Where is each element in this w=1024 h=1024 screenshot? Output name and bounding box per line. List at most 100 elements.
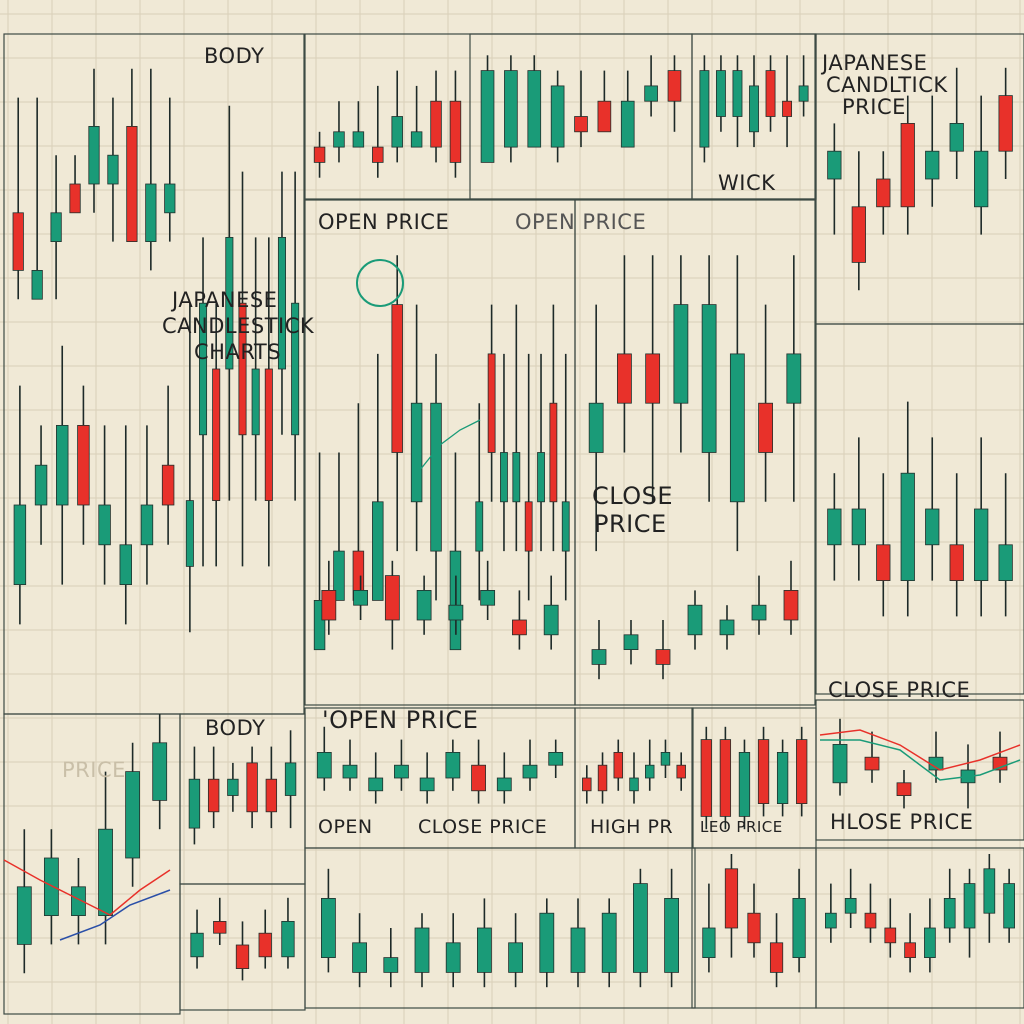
- candle-body: [827, 150, 842, 180]
- candle-body: [751, 604, 767, 621]
- panel-frame: [815, 699, 1024, 841]
- candle-body: [333, 550, 345, 601]
- panel-frame: [815, 323, 1024, 695]
- candle-body: [448, 604, 464, 621]
- candle-body: [98, 828, 113, 917]
- candle-body: [629, 777, 639, 792]
- candle-body: [749, 85, 759, 133]
- candle-body: [31, 269, 43, 300]
- label-jcc-2: CANDLESTICK: [162, 314, 315, 338]
- candle-body: [225, 236, 234, 370]
- panel-frame: [574, 199, 816, 706]
- candle-body: [238, 302, 247, 436]
- candle-body: [161, 464, 175, 506]
- candle-body: [537, 452, 545, 503]
- candle-body: [16, 886, 32, 945]
- label-leo-price: LEO PRICE: [700, 818, 783, 836]
- candle-body: [655, 649, 671, 665]
- candle-body: [548, 752, 564, 766]
- candle-body: [827, 508, 842, 546]
- candle-body: [998, 95, 1013, 152]
- candle-body: [480, 70, 495, 163]
- candle-body: [963, 883, 976, 929]
- candle-body: [900, 123, 915, 208]
- label-close-1: CLOSE: [592, 482, 674, 510]
- candle-body: [620, 100, 635, 148]
- candle-body: [699, 70, 710, 148]
- candle-body: [512, 619, 527, 636]
- candle-body: [543, 604, 559, 636]
- candle-body: [414, 927, 430, 973]
- candle-body: [633, 883, 648, 973]
- candle-body: [313, 146, 326, 163]
- candle-body: [235, 944, 250, 970]
- candle-body: [582, 777, 592, 792]
- candle-body: [832, 744, 848, 784]
- candle-body: [410, 131, 423, 148]
- candle-body: [508, 942, 524, 973]
- candle-body: [702, 927, 716, 959]
- label-hlose-price: HLOSE PRICE: [830, 810, 974, 834]
- candle-body: [352, 131, 365, 148]
- candle-body: [246, 762, 258, 813]
- candle-body: [943, 898, 956, 929]
- candle-body: [264, 368, 273, 502]
- candle-body: [213, 921, 227, 934]
- candle-body: [757, 739, 770, 804]
- candle-body: [496, 777, 512, 792]
- candle-body: [782, 100, 793, 117]
- candle-body: [12, 212, 24, 271]
- candle-body: [316, 752, 332, 779]
- candle-body: [645, 764, 655, 779]
- candle-body: [13, 504, 27, 585]
- candle-body: [974, 508, 989, 581]
- candle-body: [998, 544, 1013, 581]
- candle-body: [140, 504, 154, 546]
- candle-body: [574, 116, 588, 133]
- candle-body: [588, 402, 604, 453]
- candle-body: [449, 100, 462, 163]
- candle-body: [776, 752, 789, 805]
- candle-body: [786, 353, 802, 404]
- candle-body: [419, 777, 435, 792]
- candle-body: [617, 353, 632, 404]
- candle-body: [98, 504, 111, 546]
- candle-body: [391, 116, 403, 148]
- candle-body: [512, 452, 521, 503]
- candle-body: [758, 402, 773, 453]
- trend-line-red-right: [819, 729, 1021, 771]
- candle-body: [277, 236, 286, 370]
- candle-body: [904, 942, 916, 958]
- candle-body: [925, 508, 940, 546]
- candle-body: [597, 764, 608, 792]
- candle-body: [522, 764, 538, 779]
- candle-body: [69, 183, 81, 214]
- candle-body: [199, 302, 208, 436]
- candle-body: [715, 70, 726, 117]
- candle-body: [1003, 883, 1015, 929]
- candle-body: [539, 912, 555, 973]
- candle-body: [864, 912, 877, 929]
- label-close-price-right: CLOSE PRICE: [828, 678, 971, 702]
- candle-body: [504, 70, 518, 148]
- candle-body: [876, 544, 891, 581]
- panel-frame: [815, 847, 1024, 1009]
- candle-body: [719, 619, 735, 636]
- candle-body: [291, 302, 300, 436]
- candle-body: [475, 501, 484, 552]
- candle-body: [597, 100, 612, 133]
- candle-body: [667, 70, 682, 102]
- label-jcp-1: JAPANESE: [822, 51, 928, 75]
- candle-body: [207, 778, 220, 813]
- highlight-circle: [356, 259, 404, 307]
- candle-body: [445, 942, 461, 973]
- candle-body: [949, 544, 964, 581]
- candle-body: [983, 868, 996, 914]
- candle-body: [724, 868, 739, 929]
- candle-body: [524, 501, 533, 552]
- candle-body: [384, 575, 400, 621]
- candle-body: [320, 898, 336, 959]
- panel-frame: [179, 883, 306, 1011]
- candle-body: [480, 590, 496, 606]
- candle-body: [71, 886, 86, 916]
